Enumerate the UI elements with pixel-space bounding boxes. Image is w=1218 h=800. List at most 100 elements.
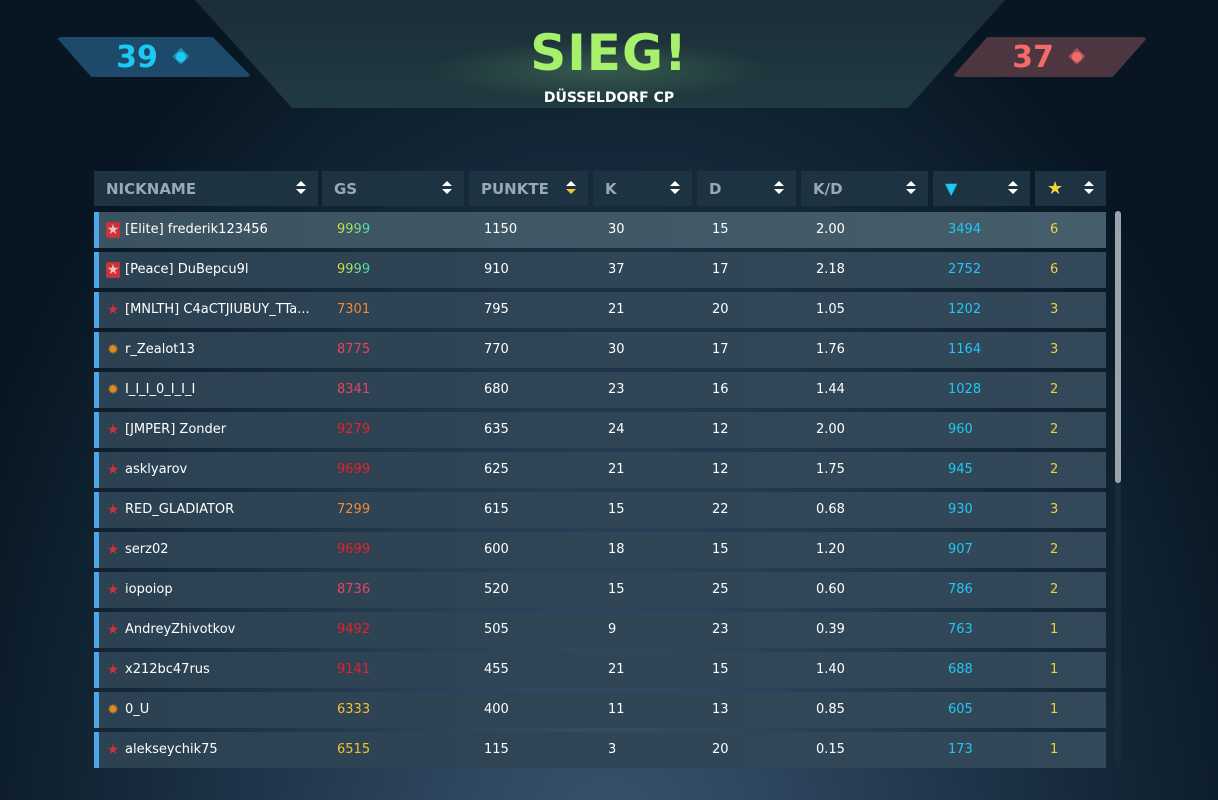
cell-nickname[interactable]: AndreyZhivotkov [125,622,236,637]
cell-stars: 6 [1050,222,1059,237]
column-header-kills[interactable]: K [593,171,692,206]
cell-stars: 2 [1050,542,1059,557]
cell-nickname[interactable]: [Peace] DuBepcu9l [125,262,249,277]
table-row[interactable]: ★ [JMPER] Zonder 9279 635 24 12 2.00 960 2 [94,412,1106,448]
cell-nickname[interactable]: r_Zealot13 [125,342,195,357]
sort-icon[interactable] [296,181,306,196]
column-header-diamonds[interactable]: ▼ [933,171,1030,206]
cell-stars: 3 [1050,302,1059,317]
sort-icon[interactable] [774,181,784,196]
column-header-deaths[interactable]: D [697,171,796,206]
cell-gs: 7299 [337,502,371,517]
cell-kd: 1.20 [816,542,845,557]
cell-gs: 9999 [337,222,371,237]
column-label: K [605,179,617,198]
table-row[interactable]: ✹ I_I_I_0_I_I_I 8341 680 23 16 1.44 1028 2 [94,372,1106,408]
table-row[interactable]: ★ [MNLTH] C4aCTJIUBUY_TTa... 7301 795 21 20 1.… [94,292,1106,328]
cell-gs: 6333 [337,702,371,717]
rank-star-icon: ★ [106,542,120,558]
cell-kd: 0.85 [816,702,845,717]
cell-gs: 9699 [337,462,371,477]
cell-kd: 2.00 [816,422,845,437]
sort-icon[interactable] [906,181,916,196]
cell-punkte: 115 [484,742,509,757]
cell-kills: 21 [608,302,625,317]
table-row[interactable]: ★ alekseychik75 6515 115 3 20 0.15 173 1 [94,732,1106,768]
table-row[interactable]: ✹ r_Zealot13 8775 770 30 17 1.76 1164 3 [94,332,1106,368]
rank-star-icon: ★ [106,422,120,438]
team-right-score: 37 [952,37,1148,77]
rank-gear-icon: ✹ [107,382,119,398]
cell-nickname[interactable]: RED_GLADIATOR [125,502,235,517]
cell-deaths: 16 [712,382,729,397]
cell-diamonds: 2752 [948,262,982,277]
cell-stars: 2 [1050,582,1059,597]
rank-star-icon: ★ [106,622,120,638]
cell-nickname[interactable]: I_I_I_0_I_I_I [125,382,196,397]
scrollbar[interactable] [1115,211,1121,767]
cell-kd: 1.05 [816,302,845,317]
rank-gear-icon: ✹ [107,342,119,358]
cell-diamonds: 786 [948,582,973,597]
table-row[interactable]: ★ RED_GLADIATOR 7299 615 15 22 0.68 930 3 [94,492,1106,528]
rank-gear-icon: ✹ [107,702,119,718]
cell-punkte: 400 [484,702,509,717]
cell-diamonds: 930 [948,502,973,517]
sort-icon[interactable] [1008,181,1018,196]
cell-punkte: 625 [484,462,509,477]
cell-kills: 15 [608,582,625,597]
rank-star-icon: ★ [106,662,120,678]
column-header-stars[interactable]: ★ [1035,171,1106,206]
sort-icon[interactable] [1084,181,1094,196]
cell-nickname[interactable]: alekseychik75 [125,742,218,757]
sort-icon[interactable] [670,181,680,196]
table-row[interactable]: ★ AndreyZhivotkov 9492 505 9 23 0.39 763 1 [94,612,1106,648]
table-row[interactable]: ★ iopoiop 8736 520 15 25 0.60 786 2 [94,572,1106,608]
cell-kd: 0.68 [816,502,845,517]
cell-diamonds: 3494 [948,222,982,237]
cell-nickname[interactable]: 0_U [125,702,150,717]
column-label: PUNKTE [481,179,549,198]
cell-kd: 0.39 [816,622,845,637]
cell-nickname[interactable]: x212bc47rus [125,662,210,677]
cell-nickname[interactable]: [MNLTH] C4aCTJIUBUY_TTa... [125,302,310,317]
map-name: DÜSSELDORF CP [543,90,675,106]
table-row[interactable]: ★ serz02 9699 600 18 15 1.20 907 2 [94,532,1106,568]
cell-kd: 2.18 [816,262,845,277]
cell-punkte: 680 [484,382,509,397]
column-label: K/D [813,179,843,198]
cell-deaths: 13 [712,702,729,717]
cell-kills: 15 [608,502,625,517]
sort-icon[interactable] [566,181,576,196]
column-header-nickname[interactable]: NICKNAME [94,171,318,206]
cell-kd: 1.44 [816,382,845,397]
cell-nickname[interactable]: asklyarov [125,462,188,477]
cell-deaths: 22 [712,502,729,517]
table-row[interactable]: ★ [Peace] DuBepcu9l 9999 910 37 17 2.18 2752 6 [94,252,1106,288]
sort-icon[interactable] [442,181,452,196]
cell-nickname[interactable]: serz02 [125,542,169,557]
cell-deaths: 15 [712,222,729,237]
table-row[interactable]: ★ x212bc47rus 9141 455 21 15 1.40 688 1 [94,652,1106,688]
rank-star-icon: ★ [106,462,120,478]
cell-kills: 3 [608,742,617,757]
column-header-gs[interactable]: GS [322,171,464,206]
table-row[interactable]: ★ [Elite] frederik123456 9999 1150 30 15 2.00 3… [94,212,1106,248]
table-row[interactable]: ✹ 0_U 6333 400 11 13 0.85 605 1 [94,692,1106,728]
cell-deaths: 12 [712,422,729,437]
table-row[interactable]: ★ asklyarov 9699 625 21 12 1.75 945 2 [94,452,1106,488]
cell-diamonds: 1202 [948,302,982,317]
cell-punkte: 1150 [484,222,518,237]
capture-point-icon [170,44,192,68]
cell-nickname[interactable]: [JMPER] Zonder [125,422,227,437]
cell-kd: 0.60 [816,582,845,597]
cell-punkte: 520 [484,582,509,597]
cell-nickname[interactable]: iopoiop [125,582,173,597]
cell-punkte: 770 [484,342,509,357]
cell-stars: 2 [1050,462,1059,477]
column-header-punkte[interactable]: PUNKTE [469,171,588,206]
column-header-kd[interactable]: K/D [801,171,928,206]
cell-gs: 9141 [337,662,371,677]
cell-nickname[interactable]: [Elite] frederik123456 [125,222,268,237]
scrollbar-thumb[interactable] [1115,211,1121,483]
